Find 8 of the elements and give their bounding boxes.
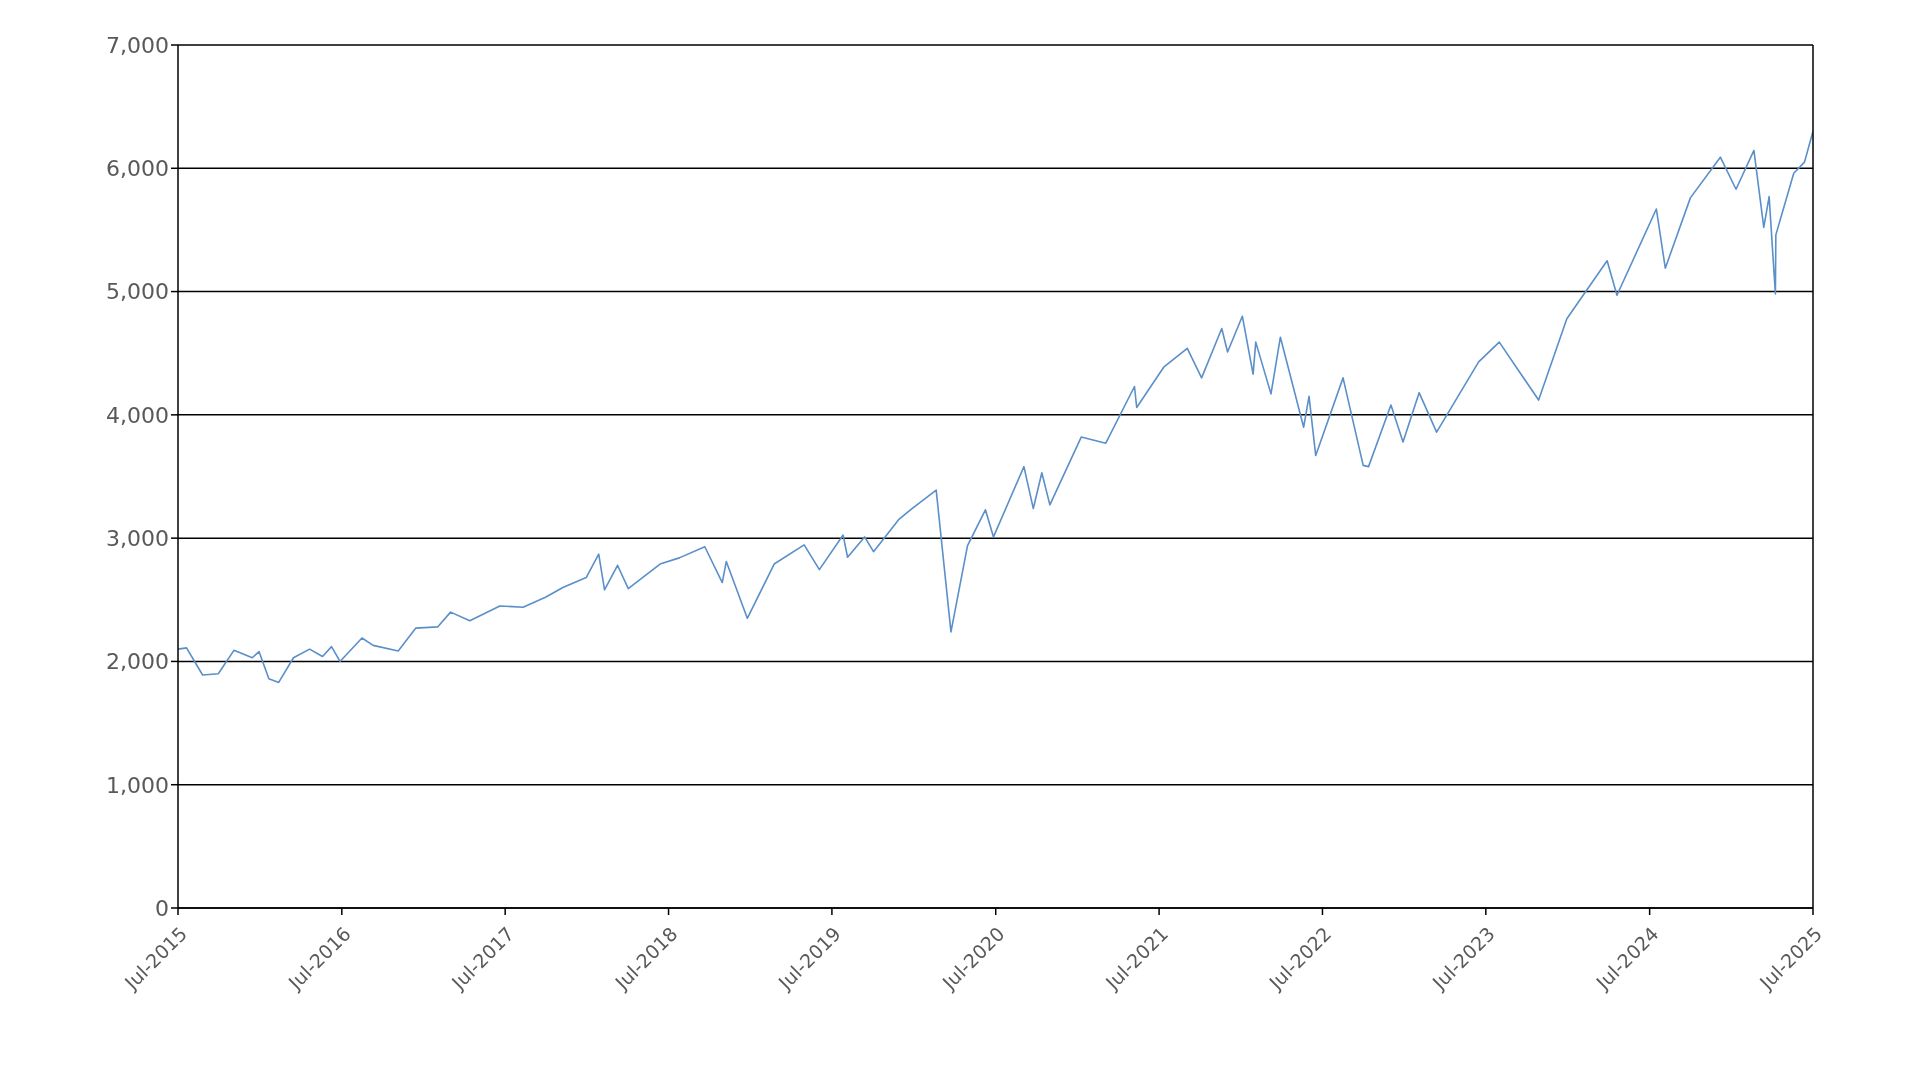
y-tick-label: 4,000 bbox=[106, 402, 169, 428]
y-tick-label: 0 bbox=[155, 895, 169, 921]
y-tick-label: 2,000 bbox=[106, 649, 169, 675]
y-tick-label: 6,000 bbox=[106, 156, 169, 182]
y-tick-label: 1,000 bbox=[106, 772, 169, 798]
y-tick-label: 7,000 bbox=[106, 32, 169, 58]
y-tick-label: 3,000 bbox=[106, 525, 169, 551]
y-tick-label: 5,000 bbox=[106, 279, 169, 305]
